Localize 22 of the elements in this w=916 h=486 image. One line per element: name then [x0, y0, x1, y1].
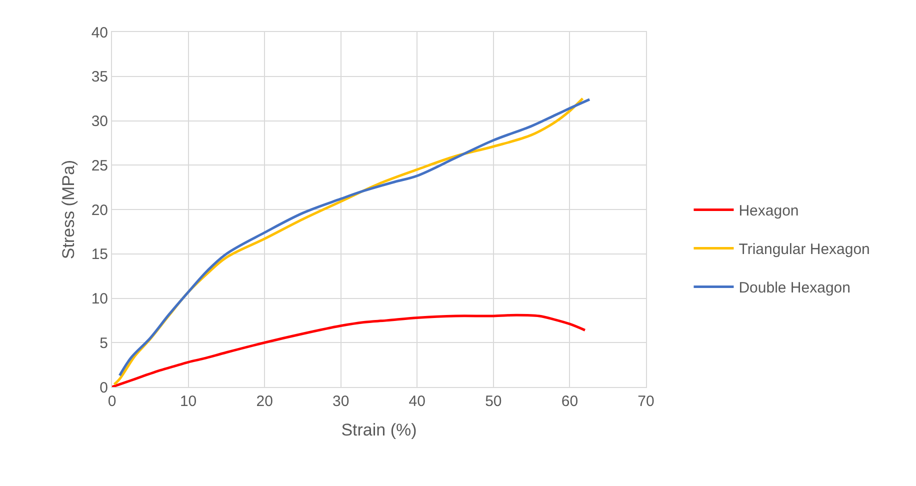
- y-tick-label: 35: [91, 68, 108, 86]
- y-tick-label: 10: [91, 290, 108, 308]
- x-tick-label: 40: [408, 393, 426, 410]
- x-tick-label: 60: [561, 393, 578, 410]
- y-tick-label: 40: [91, 24, 108, 42]
- x-tick-label: 30: [332, 393, 350, 410]
- x-tick-label: 50: [485, 393, 502, 410]
- line-series: [112, 314, 586, 387]
- x-axis-title: Strain (%): [341, 420, 417, 440]
- y-axis-title: Stress (MPa): [58, 160, 78, 260]
- legend-label: Double Hexagon: [738, 280, 850, 297]
- y-tick-label: 5: [100, 334, 108, 352]
- x-tick-label: 70: [638, 393, 654, 410]
- y-tick-label: 0: [100, 379, 108, 396]
- x-tick-label: 20: [256, 393, 273, 410]
- y-tick-label: 20: [91, 202, 108, 219]
- legend-label: Triangular Hexagon: [738, 241, 870, 258]
- y-tick-label: 15: [91, 246, 108, 264]
- y-tick-label: 25: [91, 157, 108, 174]
- y-tick-label: 30: [91, 113, 108, 130]
- legend-label: Hexagon: [738, 202, 799, 220]
- x-tick-label: 10: [180, 393, 197, 410]
